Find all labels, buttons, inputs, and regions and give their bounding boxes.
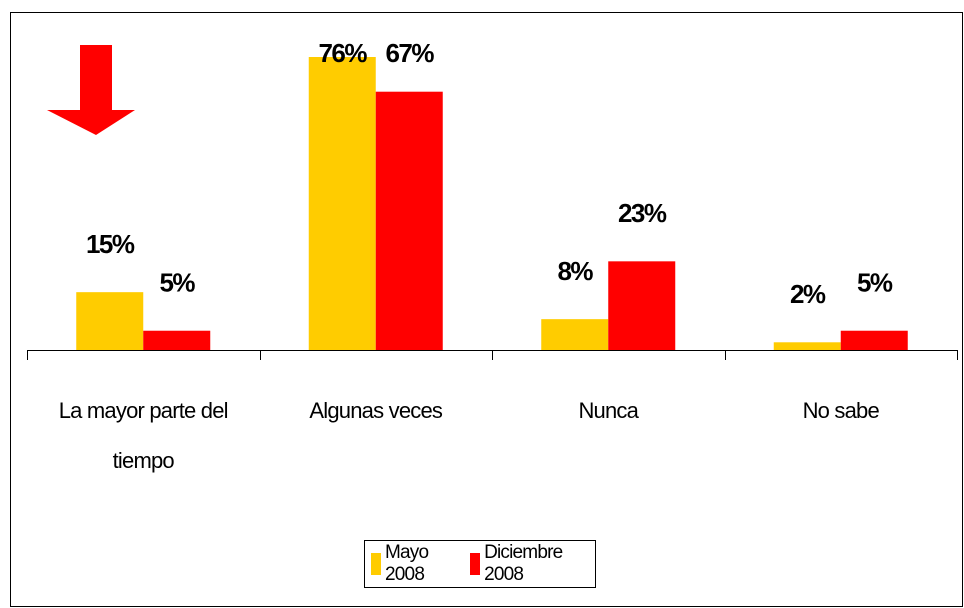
value-label: 76% [318, 38, 367, 68]
value-label: 15% [86, 229, 135, 259]
bar [143, 330, 211, 350]
value-label: 8% [557, 256, 593, 286]
legend-swatch [371, 553, 382, 575]
x-tick-label: Nunca [578, 398, 639, 423]
value-label: 67% [385, 38, 434, 68]
x-tick-label: Algunas veces [309, 398, 443, 423]
x-tick-label: No sabe [802, 398, 880, 423]
frame [10, 12, 963, 607]
value-label: 23% [618, 198, 667, 228]
value-label: 5% [857, 268, 893, 298]
bar [608, 261, 676, 350]
bar [76, 292, 144, 350]
bar [840, 330, 908, 350]
value-label: 5% [159, 268, 195, 298]
bar [541, 319, 609, 350]
down-arrow [47, 45, 135, 135]
legend-label: Diciembre 2008 [484, 542, 563, 585]
legend-label: Mayo 2008 [385, 542, 429, 585]
bar [308, 57, 376, 350]
legend-swatch [470, 553, 481, 575]
x-tick-label: La mayor parte del tiempo [58, 398, 229, 473]
bar [773, 342, 841, 350]
value-label: 2% [790, 279, 826, 309]
legend: Mayo 2008 Diciembre 2008 [364, 540, 596, 588]
bar [375, 91, 443, 351]
